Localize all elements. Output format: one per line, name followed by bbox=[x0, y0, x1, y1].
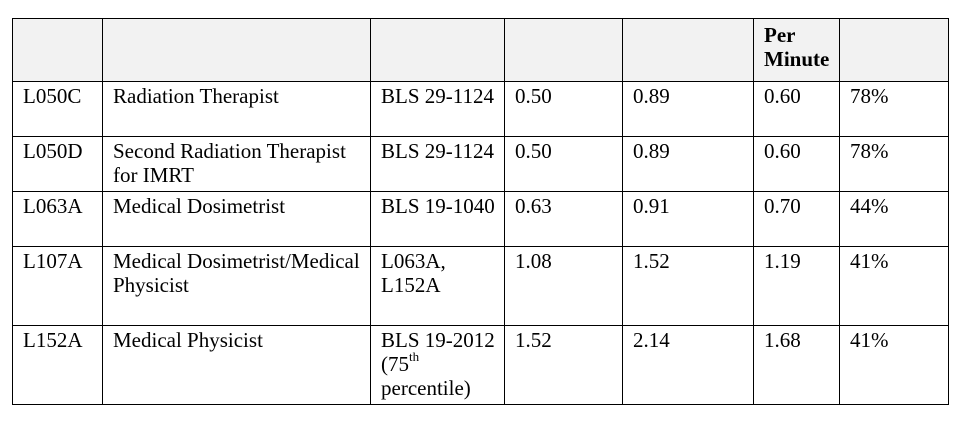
header-cell-percent bbox=[839, 18, 949, 82]
source-text: BLS 19-2012 (75 bbox=[381, 328, 495, 376]
header-cell-per-minute: Per Minute bbox=[753, 18, 840, 82]
cell-source: L063A, L152A bbox=[370, 246, 505, 326]
header-cell-col4 bbox=[504, 18, 623, 82]
source-text: BLS 29-1124 bbox=[381, 139, 494, 163]
cell-source: BLS 19-1040 bbox=[370, 191, 505, 247]
cell-description: Medical Physicist bbox=[102, 325, 371, 405]
cell-code: L107A bbox=[12, 246, 103, 326]
header-row: Per Minute bbox=[12, 18, 949, 82]
cell-percent: 78% bbox=[839, 136, 949, 192]
source-text: BLS 19-1040 bbox=[381, 194, 495, 218]
cell-col4: 0.50 bbox=[504, 136, 623, 192]
cell-description: Second Radiation Therapist for IMRT bbox=[102, 136, 371, 192]
cell-col4: 1.52 bbox=[504, 325, 623, 405]
header-cell-code bbox=[12, 18, 103, 82]
cell-per-minute: 1.68 bbox=[753, 325, 840, 405]
source-text: BLS 29-1124 bbox=[381, 84, 494, 108]
cell-col5: 2.14 bbox=[622, 325, 754, 405]
source-superscript: th bbox=[409, 349, 420, 364]
cell-description: Medical Dosimetrist bbox=[102, 191, 371, 247]
cell-source: BLS 29-1124 bbox=[370, 136, 505, 192]
labor-rates-table: Per Minute L050C Radiation Therapist BLS… bbox=[12, 18, 949, 405]
cell-source: BLS 19-2012 (75th percentile) bbox=[370, 325, 505, 405]
cell-col4: 0.50 bbox=[504, 81, 623, 137]
cell-per-minute: 0.60 bbox=[753, 136, 840, 192]
header-cell-source bbox=[370, 18, 505, 82]
cell-description: Radiation Therapist bbox=[102, 81, 371, 137]
cell-code: L152A bbox=[12, 325, 103, 405]
cell-code: L050D bbox=[12, 136, 103, 192]
cell-percent: 41% bbox=[839, 246, 949, 326]
cell-description: Medical Dosimetrist/Medical Physicist bbox=[102, 246, 371, 326]
cell-col4: 1.08 bbox=[504, 246, 623, 326]
table-row: L050D Second Radiation Therapist for IMR… bbox=[12, 136, 949, 192]
cell-col5: 1.52 bbox=[622, 246, 754, 326]
cell-col4: 0.63 bbox=[504, 191, 623, 247]
table-row: L050C Radiation Therapist BLS 29-1124 0.… bbox=[12, 81, 949, 137]
cell-code: L050C bbox=[12, 81, 103, 137]
cell-percent: 78% bbox=[839, 81, 949, 137]
cell-code: L063A bbox=[12, 191, 103, 247]
header-cell-description bbox=[102, 18, 371, 82]
table-row: L063A Medical Dosimetrist BLS 19-1040 0.… bbox=[12, 191, 949, 247]
cell-per-minute: 0.60 bbox=[753, 81, 840, 137]
source-tail: percentile) bbox=[381, 376, 471, 400]
cell-per-minute: 1.19 bbox=[753, 246, 840, 326]
header-cell-col5 bbox=[622, 18, 754, 82]
source-text: L063A, L152A bbox=[381, 249, 446, 297]
table-row: L107A Medical Dosimetrist/Medical Physic… bbox=[12, 246, 949, 326]
cell-col5: 0.89 bbox=[622, 81, 754, 137]
cell-percent: 44% bbox=[839, 191, 949, 247]
cell-col5: 0.91 bbox=[622, 191, 754, 247]
cell-col5: 0.89 bbox=[622, 136, 754, 192]
cell-percent: 41% bbox=[839, 325, 949, 405]
cell-source: BLS 29-1124 bbox=[370, 81, 505, 137]
table-row: L152A Medical Physicist BLS 19-2012 (75t… bbox=[12, 325, 949, 405]
cell-per-minute: 0.70 bbox=[753, 191, 840, 247]
